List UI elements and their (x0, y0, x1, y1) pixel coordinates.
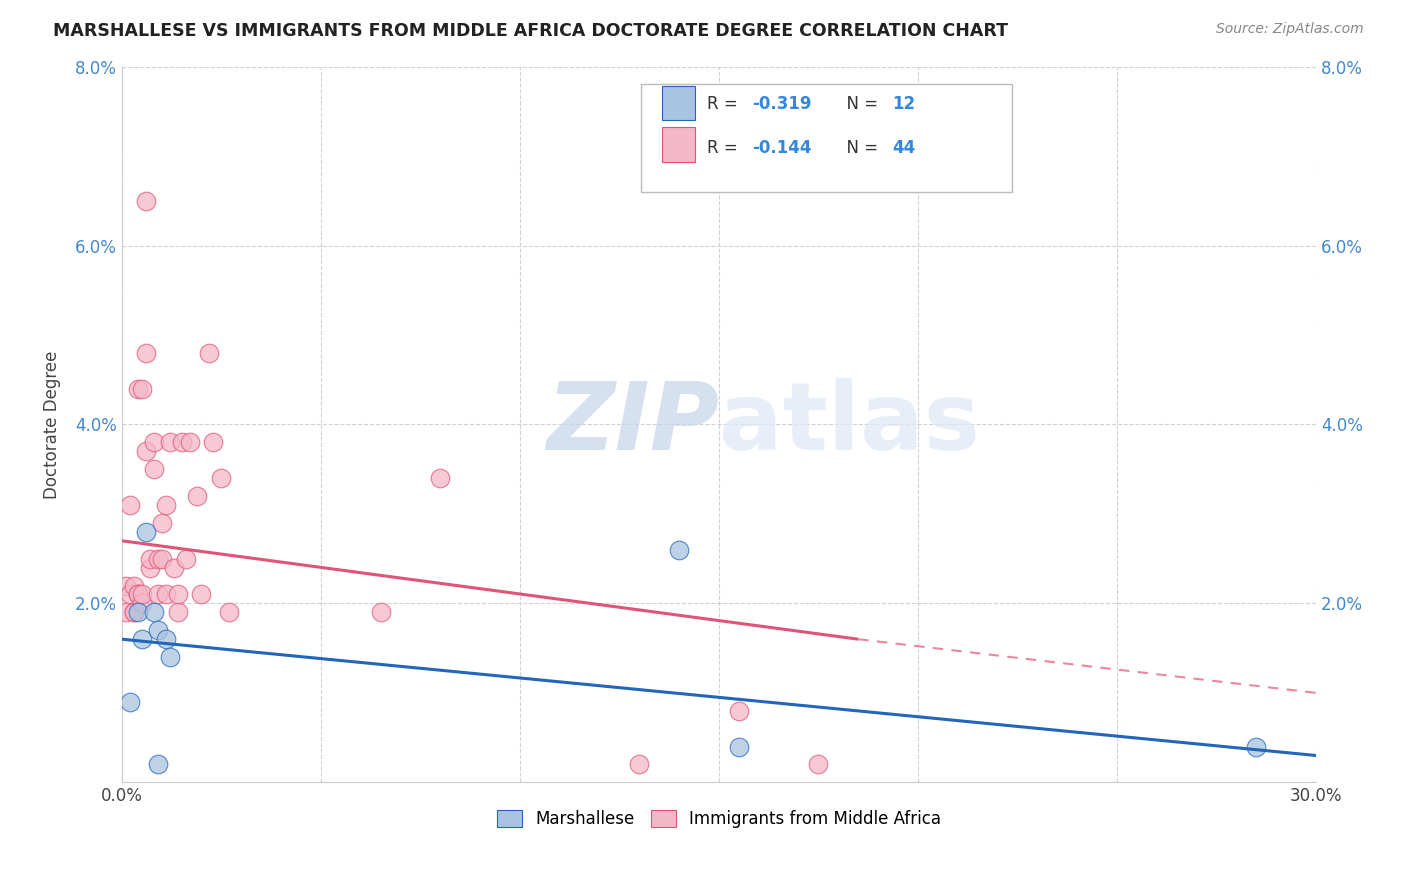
Point (142, 462, 165, 476)
Point (807, 757, 830, 772)
Point (146, 757, 169, 772)
Point (179, 435, 201, 450)
FancyBboxPatch shape (641, 85, 1011, 192)
Point (186, 489, 208, 503)
Point (159, 435, 181, 450)
Point (198, 346, 221, 360)
Point (155, 632, 177, 647)
Point (122, 578, 145, 592)
Point (118, 695, 141, 709)
FancyBboxPatch shape (662, 86, 695, 120)
Point (138, 551, 160, 566)
Point (727, 704, 749, 718)
Point (170, 435, 193, 450)
Point (166, 587, 188, 601)
Point (174, 551, 197, 566)
Point (131, 596, 153, 610)
Point (668, 542, 690, 557)
Point (218, 606, 240, 620)
Point (127, 587, 149, 601)
Text: ZIP: ZIP (546, 378, 718, 470)
Text: N =: N = (837, 95, 883, 112)
FancyBboxPatch shape (662, 128, 695, 161)
Point (150, 516, 173, 530)
Y-axis label: Doctorate Degree: Doctorate Degree (44, 351, 60, 499)
Point (127, 606, 149, 620)
Text: -0.319: -0.319 (752, 95, 811, 112)
Point (166, 606, 188, 620)
Point (146, 551, 169, 566)
Point (146, 587, 169, 601)
Text: 12: 12 (891, 95, 915, 112)
Point (135, 194, 157, 208)
Point (142, 435, 165, 450)
Point (115, 606, 138, 620)
Point (131, 632, 153, 647)
Text: Source: ZipAtlas.com: Source: ZipAtlas.com (1216, 22, 1364, 37)
Text: -0.144: -0.144 (752, 139, 811, 157)
Text: MARSHALLESE VS IMMIGRANTS FROM MIDDLE AFRICA DOCTORATE DEGREE CORRELATION CHART: MARSHALLESE VS IMMIGRANTS FROM MIDDLE AF… (53, 22, 1008, 40)
Point (127, 587, 149, 601)
Point (122, 606, 145, 620)
Point (135, 524, 157, 539)
Point (138, 560, 160, 574)
Point (146, 624, 169, 638)
Text: 44: 44 (891, 139, 915, 157)
Point (115, 578, 138, 592)
Point (1246, 739, 1268, 754)
Point (135, 346, 157, 360)
Point (190, 587, 212, 601)
Point (159, 650, 181, 665)
Text: R =: R = (707, 139, 742, 157)
Point (727, 739, 749, 754)
Point (131, 587, 153, 601)
Point (142, 606, 165, 620)
Point (155, 498, 177, 512)
Point (118, 587, 141, 601)
Point (150, 551, 173, 566)
Legend: Marshallese, Immigrants from Middle Africa: Marshallese, Immigrants from Middle Afri… (489, 804, 948, 835)
Point (131, 382, 153, 396)
Point (118, 498, 141, 512)
Point (209, 471, 232, 485)
Point (127, 382, 149, 396)
Point (429, 471, 451, 485)
Point (202, 435, 225, 450)
Point (135, 444, 157, 458)
Text: atlas: atlas (718, 378, 980, 470)
Point (122, 606, 145, 620)
Point (370, 606, 392, 620)
Text: R =: R = (707, 95, 742, 112)
Point (628, 757, 651, 772)
Point (155, 587, 177, 601)
Text: N =: N = (837, 139, 883, 157)
Point (162, 560, 184, 574)
